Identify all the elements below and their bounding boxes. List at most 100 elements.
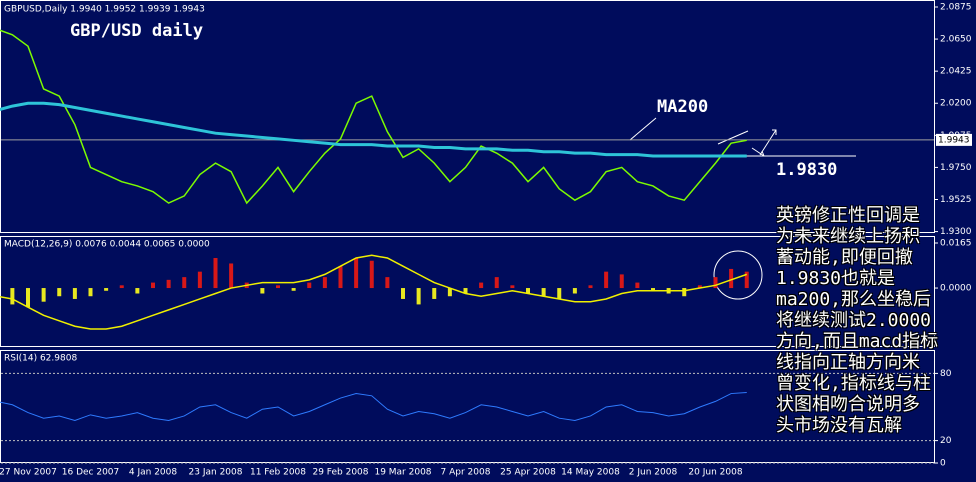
y-tick-label: 2.0650 — [940, 35, 972, 45]
macd-bar — [213, 258, 218, 289]
x-tick-label: 29 Feb 2008 — [312, 468, 368, 478]
macd-bar — [307, 282, 312, 289]
macd-bar — [322, 277, 327, 289]
macd-bar — [182, 277, 187, 289]
macd-bar — [416, 288, 421, 305]
x-tick-label: 2 Jun 2008 — [629, 468, 678, 478]
macd-bar — [338, 266, 343, 289]
macd-bar — [479, 282, 484, 289]
macd-bar — [119, 285, 124, 289]
comment-line: 头市场没有瓦解 — [776, 415, 902, 436]
macd-bar — [276, 285, 280, 289]
macd-bar — [541, 288, 546, 297]
comment-line: 线指向正轴方向米 — [776, 352, 920, 373]
x-tick-label: 4 Jan 2008 — [129, 468, 177, 478]
macd-bar — [588, 285, 593, 289]
macd-bar — [619, 274, 624, 289]
last-price-box — [936, 133, 972, 146]
macd-bar — [26, 288, 30, 308]
comment-line: 曾变化,指标线与柱 — [776, 373, 931, 394]
macd-bar — [635, 282, 640, 289]
price-panel — [0, 0, 935, 233]
macd-header: MACD(12,26,9) 0.0076 0.0044 0.0065 0.000… — [4, 240, 210, 250]
x-tick-label: 19 Mar 2008 — [374, 468, 431, 478]
macd-bar — [229, 263, 234, 289]
macd-bar — [151, 282, 155, 289]
macd-bar — [104, 288, 109, 291]
comment-box: 英镑修正性回调是 为未来继续上扬积 蓄动能,即便回撤 1.9830也就是 ma200,那… — [776, 205, 938, 436]
y-tick-label: 1.9525 — [940, 195, 972, 205]
macd-circle — [713, 250, 763, 300]
macd-bar — [260, 288, 265, 294]
macd-bar — [510, 285, 515, 289]
macd-bar — [369, 260, 374, 289]
price-header: GBPUSD,Daily 1.9940 1.9952 1.9939 1.9943 — [4, 5, 205, 15]
chart-title: GBP/USD daily — [70, 21, 203, 41]
rsi-header: RSI(14) 62.9808 — [4, 354, 77, 364]
comment-line: 方向,而且macd指标 — [776, 331, 939, 352]
y-tick-label: 80 — [940, 369, 952, 379]
comment-line: ma200,那么坐稳后 — [776, 289, 932, 310]
comment-line: 1.9830也就是 — [776, 268, 896, 289]
comment-line: 将继续测试2.0000 — [776, 310, 932, 331]
rsi-panel — [0, 350, 935, 463]
macd-bar — [447, 288, 452, 297]
macd-bar — [697, 285, 702, 289]
macd-bar — [463, 288, 468, 294]
y-tick-label: 0 — [940, 459, 946, 469]
macd-bar — [88, 288, 93, 297]
level-label: 1.9830 — [776, 160, 837, 180]
macd-bar — [197, 271, 202, 289]
macd-bar — [604, 271, 609, 289]
macd-bar — [41, 288, 46, 302]
x-tick-label: 20 Jun 2008 — [688, 468, 742, 478]
x-tick-label: 14 May 2008 — [561, 468, 620, 478]
macd-bar — [166, 279, 171, 289]
y-tick-label: 1.9300 — [940, 227, 972, 237]
macd-panel — [0, 236, 935, 347]
macd-bar — [572, 288, 577, 294]
macd-bar — [57, 288, 62, 297]
macd-bar — [729, 268, 734, 289]
x-tick-label: 7 Apr 2008 — [441, 468, 491, 478]
comment-line: 状图相吻合说明多 — [776, 394, 920, 415]
comment-line: 蓄动能,即便回撤 — [776, 247, 913, 268]
macd-bar — [713, 277, 718, 289]
macd-bar — [651, 288, 655, 291]
series-label: MA200 — [657, 97, 708, 117]
x-tick-label: 11 Feb 2008 — [250, 468, 306, 478]
macd-bar — [744, 271, 749, 289]
trend-line — [717, 130, 749, 145]
price-line — [0, 29, 747, 205]
macd-bar — [354, 258, 359, 289]
x-tick-label: 27 Nov 2007 — [0, 468, 57, 478]
macd-bar — [72, 288, 77, 299]
y-tick-label: 2.0875 — [940, 2, 972, 12]
y-tick-label: 0.0000 — [940, 284, 972, 294]
macd-bar — [401, 288, 405, 299]
x-tick-label: 25 Apr 2008 — [500, 468, 556, 478]
macd-bar — [557, 288, 562, 299]
macd-bar — [291, 288, 296, 291]
comment-line: 为未来继续上扬积 — [776, 226, 920, 247]
macd-bar — [526, 288, 530, 294]
y-tick-label: 20 — [940, 436, 952, 446]
macd-bar — [682, 288, 687, 297]
price-line — [0, 391, 747, 421]
ma200-pointer — [629, 117, 657, 141]
x-tick-label: 16 Dec 2007 — [62, 468, 120, 478]
macd-bar — [10, 288, 15, 305]
comment-line: 英镑修正性回调是 — [776, 205, 920, 226]
macd-bar — [494, 277, 499, 289]
macd-bar — [432, 288, 437, 299]
macd-bar — [135, 288, 140, 294]
signal-line — [0, 254, 747, 330]
y-tick-label: 2.0425 — [940, 67, 972, 77]
macd-bar — [385, 277, 390, 289]
y-tick-label: 1.9750 — [940, 163, 972, 173]
last-price-label: 1.9943 — [938, 135, 970, 145]
ma-line — [0, 101, 747, 158]
